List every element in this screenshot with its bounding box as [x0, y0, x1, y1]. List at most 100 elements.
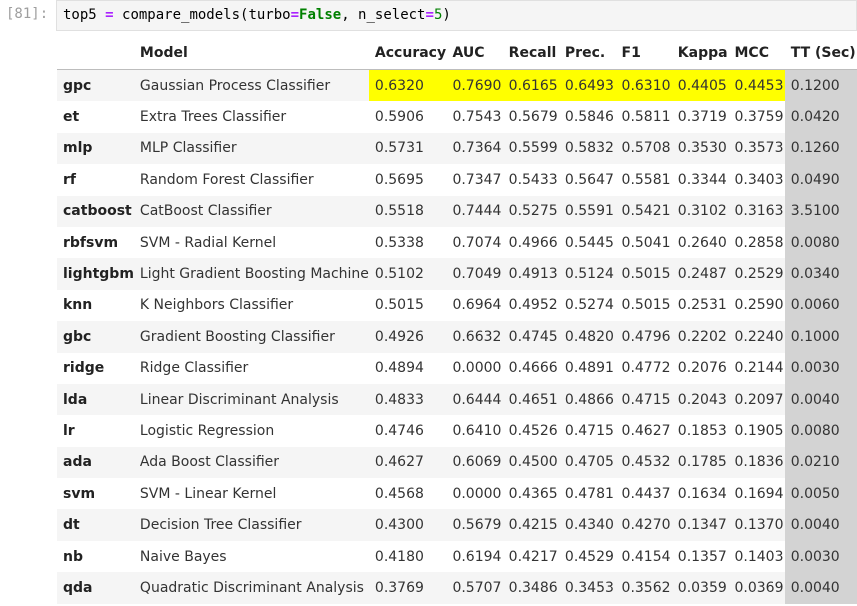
- row-index: mlp: [57, 132, 134, 165]
- metric-cell: 0.3163: [728, 195, 785, 227]
- row-index: knn: [57, 289, 134, 322]
- table-row: nb Naive Bayes 0.4180 0.6194 0.4217 0.4529 0.4…: [57, 540, 857, 573]
- code-cell[interactable]: [81]: top5 = compare_models(turbo=False,…: [0, 0, 857, 32]
- metric-cell: 0.4715: [558, 415, 616, 447]
- metric-cell: 0.5679: [502, 101, 559, 133]
- code-token-call: compare_models(turbo: [113, 7, 291, 23]
- metric-cell: 0.2487: [671, 258, 729, 290]
- metric-cell: 0.3769: [368, 572, 447, 604]
- metric-cell: 0.1785: [671, 446, 729, 479]
- metric-cell: 0.5015: [368, 289, 447, 322]
- metric-cell: 0.2531: [671, 289, 729, 322]
- metric-cell: 0.6493: [558, 69, 616, 102]
- table-row: rbfsvm SVM - Radial Kernel 0.5338 0.7074 0.4…: [57, 226, 857, 259]
- metric-cell: 0.3719: [671, 101, 729, 133]
- metric-cell: 0.7049: [446, 258, 503, 290]
- metric-cell: 0.5338: [368, 226, 447, 259]
- metric-cell: 0.6310: [615, 69, 672, 102]
- table-row: lr Logistic Regression 0.4746 0.6410 0.4526 0…: [57, 415, 857, 447]
- model-name-cell: Gradient Boosting Classifier: [133, 321, 369, 353]
- table-row: lightgbm Light Gradient Boosting Machine 0…: [57, 258, 857, 290]
- model-name-cell: Extra Trees Classifier: [133, 101, 369, 133]
- metric-cell: 0.4270: [615, 509, 672, 541]
- metric-cell: 0.5274: [558, 289, 616, 322]
- metric-cell: 0.5731: [368, 132, 447, 165]
- table-row: rf Random Forest Classifier 0.5695 0.7347 0.…: [57, 164, 857, 196]
- metric-cell: 0.5445: [558, 226, 616, 259]
- model-name-cell: Gaussian Process Classifier: [133, 69, 369, 102]
- metric-cell: 0.0030: [784, 540, 857, 573]
- metric-cell: 0.4715: [615, 383, 672, 416]
- metric-cell: 0.4833: [368, 383, 447, 416]
- metric-cell: 0.0080: [784, 226, 857, 259]
- metric-cell: 0.0080: [784, 415, 857, 447]
- model-name-cell: Ridge Classifier: [133, 352, 369, 384]
- metric-cell: 0.4437: [615, 478, 672, 510]
- model-name-cell: Naive Bayes: [133, 540, 369, 573]
- cell-prompt: [81]:: [6, 6, 49, 22]
- metric-cell: 0.0340: [784, 258, 857, 290]
- metric-cell: 0.5015: [615, 289, 672, 322]
- metric-cell: 0.4781: [558, 478, 616, 510]
- row-index: et: [57, 101, 134, 133]
- metric-cell: 0.4215: [502, 509, 559, 541]
- metric-cell: 0.0030: [784, 352, 857, 384]
- metric-cell: 0.3573: [728, 132, 785, 165]
- model-name-cell: Light Gradient Boosting Machine: [133, 258, 369, 290]
- metric-cell: 0.4340: [558, 509, 616, 541]
- metric-cell: 0.4746: [368, 415, 447, 447]
- metric-cell: 0.4180: [368, 540, 447, 573]
- metric-cell: 0.5708: [615, 132, 672, 165]
- code-editor[interactable]: top5 = compare_models(turbo=False, n_sel…: [56, 0, 857, 31]
- row-index: gpc: [57, 69, 134, 102]
- metric-cell: 0.1853: [671, 415, 729, 447]
- metric-cell: 0.2640: [671, 226, 729, 259]
- metric-cell: 0.5102: [368, 258, 447, 290]
- metric-cell: 0.4891: [558, 352, 616, 384]
- metric-cell: 0.6194: [446, 540, 503, 573]
- metric-cell: 0.3453: [558, 572, 616, 604]
- model-name-cell: SVM - Radial Kernel: [133, 226, 369, 259]
- metric-cell: 0.0000: [446, 478, 503, 510]
- code-token-operator: =: [290, 7, 300, 23]
- model-name-cell: Logistic Regression: [133, 415, 369, 447]
- metric-cell: 0.3530: [671, 132, 729, 165]
- metric-cell: 0.5695: [368, 164, 447, 196]
- metric-cell: 0.1836: [728, 446, 785, 479]
- metric-cell: 0.0420: [784, 101, 857, 133]
- metric-cell: 0.4952: [502, 289, 559, 322]
- metric-cell: 0.7690: [446, 69, 503, 102]
- row-index: ridge: [57, 352, 134, 384]
- header-f1: F1: [615, 37, 672, 70]
- metric-cell: 0.0359: [671, 572, 729, 604]
- metric-cell: 0.4926: [368, 321, 447, 353]
- metric-cell: 0.5591: [558, 195, 616, 227]
- metric-cell: 0.4529: [558, 540, 616, 573]
- metric-cell: 0.6410: [446, 415, 503, 447]
- row-index: dt: [57, 509, 134, 541]
- metric-cell: 0.5518: [368, 195, 447, 227]
- metric-cell: 0.1694: [728, 478, 785, 510]
- metric-cell: 0.5275: [502, 195, 559, 227]
- metric-cell: 0.3102: [671, 195, 729, 227]
- model-name-cell: Linear Discriminant Analysis: [133, 383, 369, 416]
- table-row: svm SVM - Linear Kernel 0.4568 0.0000 0.4365…: [57, 478, 857, 510]
- code-token-operator: =: [105, 7, 114, 23]
- metric-cell: 3.5100: [784, 195, 857, 227]
- metric-cell: 0.7347: [446, 164, 503, 196]
- metric-cell: 0.5832: [558, 132, 616, 165]
- header-index: [57, 37, 134, 70]
- metric-cell: 0.2529: [728, 258, 785, 290]
- metric-cell: 0.6165: [502, 69, 559, 102]
- metric-cell: 0.3403: [728, 164, 785, 196]
- metric-cell: 0.0060: [784, 289, 857, 322]
- metric-cell: 0.4453: [728, 69, 785, 102]
- metric-cell: 0.1905: [728, 415, 785, 447]
- metric-cell: 0.0210: [784, 446, 857, 479]
- row-index: rf: [57, 164, 134, 196]
- metric-cell: 0.0040: [784, 572, 857, 604]
- table-row: knn K Neighbors Classifier 0.5015 0.6964 0.4…: [57, 289, 857, 322]
- metric-cell: 0.3562: [615, 572, 672, 604]
- row-index: rbfsvm: [57, 226, 134, 259]
- metric-cell: 0.0040: [784, 509, 857, 541]
